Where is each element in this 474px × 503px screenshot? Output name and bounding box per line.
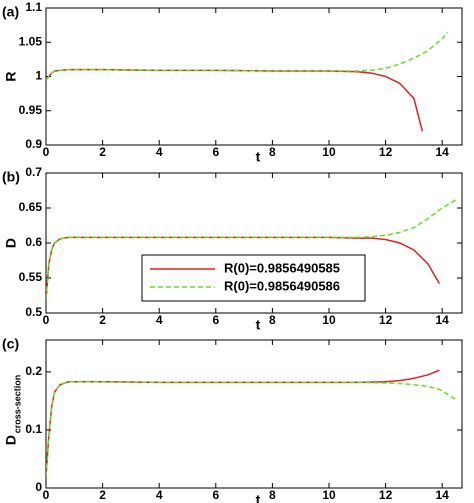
x-tick-label: 2: [99, 313, 106, 327]
x-axis-label: t: [256, 317, 261, 333]
y-tick-label: 0: [35, 480, 42, 494]
x-tick-label: 4: [156, 145, 163, 159]
y-tick-label: 0.6: [25, 235, 42, 249]
x-tick-label: 10: [322, 313, 336, 327]
x-tick-label: 8: [269, 488, 276, 502]
x-tick-label: 6: [212, 488, 219, 502]
x-tick-label: 8: [269, 145, 276, 159]
x-tick-label: 10: [322, 145, 336, 159]
y-axis-label: D: [3, 238, 19, 248]
x-tick-label: 10: [322, 488, 336, 502]
y-tick-label: 0.95: [19, 103, 43, 117]
x-tick-label: 0: [43, 488, 50, 502]
y-tick-label: 0.2: [25, 364, 42, 378]
y-tick-label: 1.05: [19, 34, 43, 48]
x-tick-label: 6: [212, 313, 219, 327]
y-axis-label-subscript: cross-section: [12, 375, 22, 434]
panel-label: (b): [2, 169, 20, 185]
series-line: [46, 369, 440, 477]
y-axis-label: D: [3, 435, 19, 445]
legend-box: [141, 254, 366, 302]
x-tick-label: 0: [43, 145, 50, 159]
x-axis-label: t: [256, 149, 261, 165]
legend-label: R(0)=0.9856490585: [224, 260, 340, 275]
series-line: [46, 68, 424, 132]
y-tick-label: 0.55: [19, 270, 43, 284]
x-tick-label: 4: [156, 488, 163, 502]
legend-label: R(0)=0.9856490586: [224, 278, 340, 293]
x-tick-label: 12: [379, 313, 393, 327]
x-tick-label: 8: [269, 313, 276, 327]
y-tick-label: 0.5: [25, 305, 42, 319]
x-axis-label: t: [256, 492, 261, 503]
plot-frame: [45, 7, 463, 146]
y-axis-label: R: [3, 71, 19, 81]
x-tick-label: 14: [436, 145, 450, 159]
x-tick-label: 12: [379, 145, 393, 159]
series-line: [46, 381, 457, 477]
x-tick-label: 12: [379, 488, 393, 502]
x-tick-label: 2: [99, 145, 106, 159]
y-tick-label: 0.1: [25, 422, 42, 436]
x-tick-label: 14: [436, 313, 450, 327]
y-tick-label: 0.7: [25, 165, 42, 179]
x-tick-label: 0: [43, 313, 50, 327]
x-tick-label: 14: [436, 488, 450, 502]
x-tick-label: 6: [212, 145, 219, 159]
plot-frame: [45, 339, 463, 489]
series-line: [46, 198, 457, 300]
y-tick-label: 1.1: [25, 0, 42, 14]
y-tick-label: 0.65: [19, 200, 43, 214]
panel-label: (a): [2, 4, 19, 20]
y-tick-label: 0.9: [25, 137, 42, 151]
y-tick-label: 1: [35, 69, 42, 83]
x-tick-label: 2: [99, 488, 106, 502]
series-line: [46, 31, 449, 81]
x-tick-label: 4: [156, 313, 163, 327]
panel-label: (c): [2, 336, 19, 352]
